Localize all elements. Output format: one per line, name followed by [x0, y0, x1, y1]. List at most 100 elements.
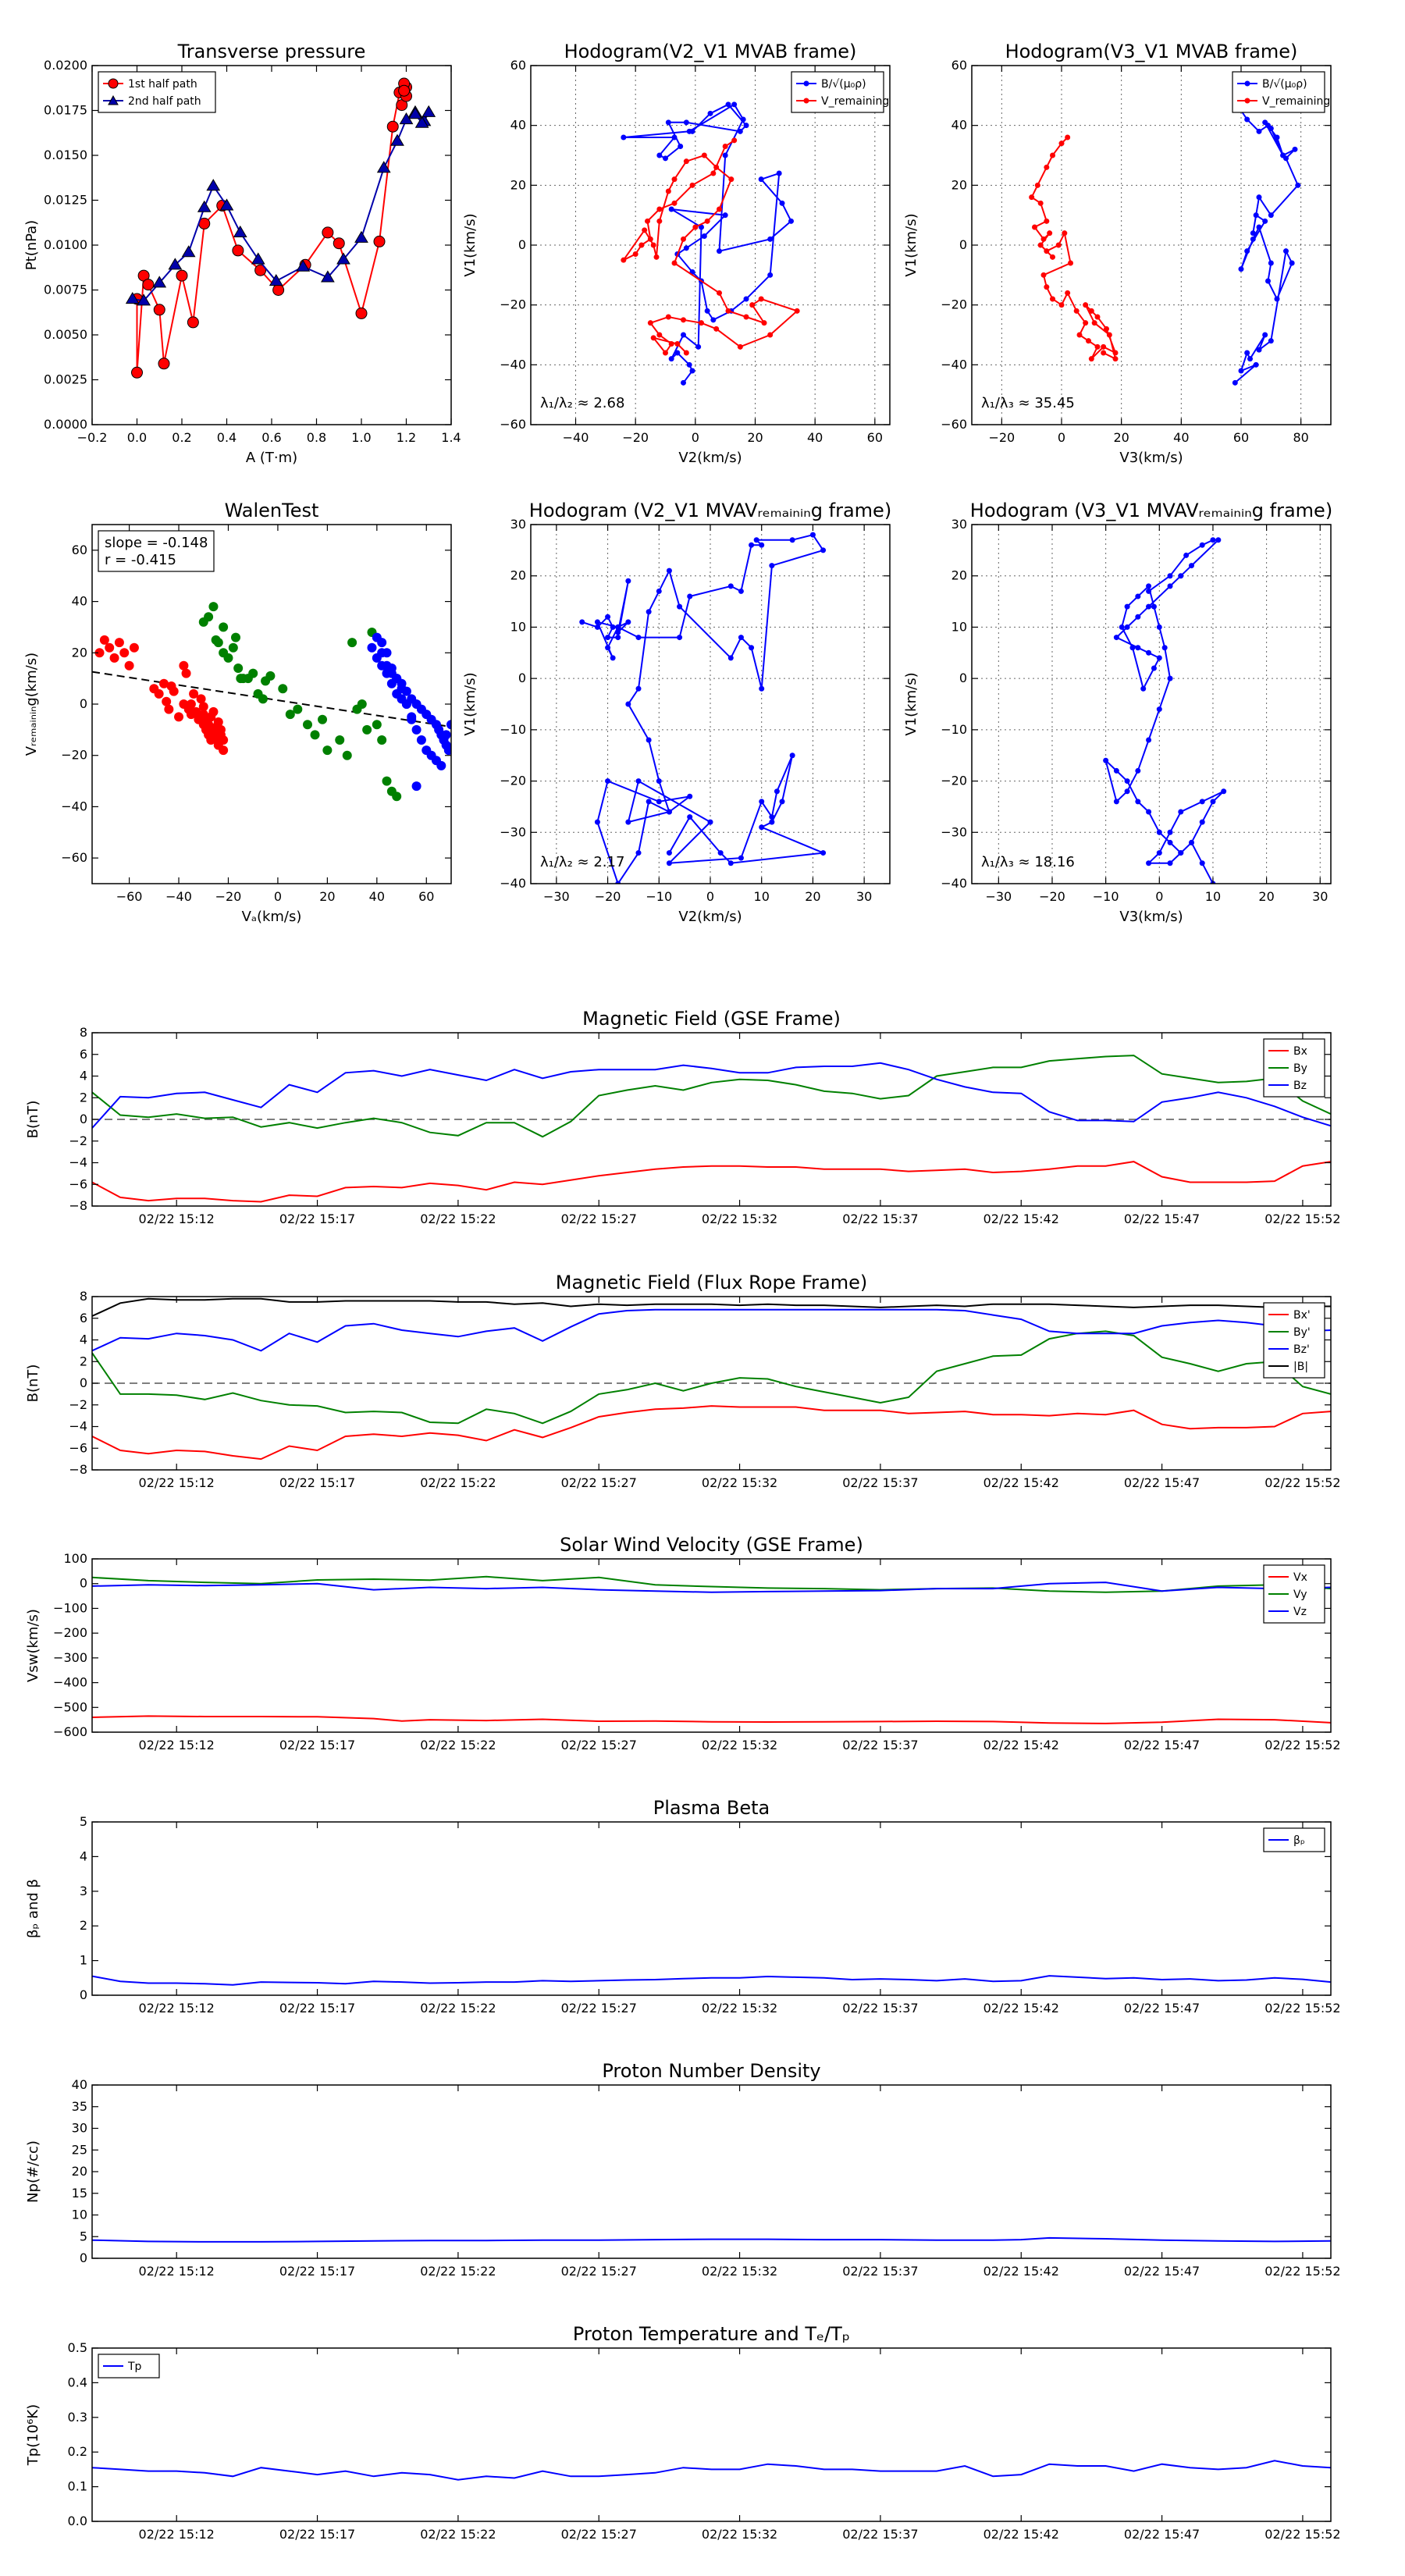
data-point: [336, 252, 350, 265]
data-point: [1274, 296, 1280, 302]
scatter-point: [159, 678, 169, 688]
y-tick-label: −6: [69, 1440, 87, 1455]
scatter-point: [407, 714, 417, 724]
data-point: [668, 206, 674, 212]
y-tick-label: 0.4: [68, 2375, 87, 2389]
y-tick-label: 35: [72, 2099, 87, 2114]
data-point: [704, 218, 710, 224]
scatter-point: [303, 720, 312, 730]
x-tick-label: 02/22 15:12: [139, 2264, 215, 2279]
data-point: [1129, 645, 1136, 651]
series-line-bz: [92, 1062, 1331, 1129]
data-point: [642, 227, 648, 233]
y-axis-label: V1(km/s): [462, 213, 478, 276]
data-point: [610, 655, 616, 661]
x-tick-label: 0: [706, 889, 714, 904]
y-tick-label: 3: [80, 1884, 87, 1898]
series-line-vremaining: [1030, 137, 1117, 361]
data-point: [1146, 809, 1152, 815]
y-tick-label: −6: [69, 1176, 87, 1191]
x-tick-label: 20: [747, 430, 763, 445]
data-point: [1146, 583, 1152, 589]
data-point: [1244, 248, 1250, 254]
y-tick-label: 15: [72, 2186, 87, 2201]
plot-data: [92, 1055, 1331, 1203]
data-point: [1103, 757, 1109, 763]
series-line-bz: [92, 1308, 1331, 1352]
data-point: [1124, 603, 1130, 610]
chart-ts_beta: 02/22 15:12 02/22 15:17 02/22 15:22 02/22 1…: [25, 1797, 1341, 2016]
data-point: [251, 252, 265, 265]
plot-frame: [91, 65, 452, 425]
data-point: [1050, 152, 1055, 158]
x-tick-label: 20: [805, 889, 820, 904]
plot-data: [92, 1975, 1331, 1986]
data-point: [1199, 860, 1205, 866]
y-tick-label: 8: [80, 1289, 87, 1304]
chart-ts_v: 02/22 15:12 02/22 15:17 02/22 15:22 02/22 1…: [25, 1534, 1341, 1752]
data-point: [656, 206, 663, 212]
y-tick-label: 20: [951, 177, 967, 192]
scatter-point: [154, 688, 164, 699]
data-point: [738, 855, 744, 861]
series-line-by: [92, 1330, 1331, 1425]
scatter-point: [416, 735, 426, 745]
data-point: [1238, 368, 1244, 374]
data-point: [594, 819, 600, 825]
y-tick-label: 0.0075: [44, 283, 87, 297]
scatter-point: [436, 760, 446, 770]
data-point: [414, 116, 429, 128]
data-point: [131, 366, 143, 379]
data-point: [1167, 860, 1173, 866]
data-point: [635, 778, 642, 785]
legend-label: 2nd half path: [128, 95, 201, 108]
legend-box: [1232, 71, 1325, 113]
data-point: [1088, 356, 1094, 362]
scatter-point: [285, 710, 295, 720]
x-axis-label: A (T·m): [246, 450, 297, 466]
y-tick-label: −100: [53, 1600, 87, 1615]
scatter-point: [129, 642, 139, 653]
x-tick-label: −20: [1039, 889, 1065, 904]
data-point: [789, 537, 795, 543]
data-point: [272, 284, 285, 296]
data-point: [665, 119, 671, 126]
y-tick-label: −200: [53, 1625, 87, 1640]
x-tick-label: 02/22 15:12: [139, 1475, 215, 1490]
y-tick-label: −2: [69, 1133, 87, 1148]
y-axis-label: B(nT): [25, 1364, 41, 1403]
y-tick-label: 4: [80, 1848, 87, 1863]
data-point: [728, 176, 735, 183]
scatter-point: [411, 781, 422, 792]
y-tick-label: −40: [500, 357, 526, 372]
scatter-point: [189, 688, 199, 699]
y-tick-label: −4: [69, 1419, 87, 1434]
data-point: [1034, 182, 1040, 188]
eigenvalue-ratio: λ₁/λ₂ ≈ 2.68: [540, 395, 624, 411]
data-point: [710, 317, 717, 323]
scatter-point: [219, 622, 229, 632]
data-point: [710, 170, 717, 176]
x-tick-label: −10: [1093, 889, 1119, 904]
data-point: [668, 341, 674, 347]
y-tick-label: −30: [500, 824, 526, 839]
x-tick-label: 02/22 15:17: [279, 1475, 355, 1490]
x-tick-label: 02/22 15:52: [1264, 2527, 1340, 2542]
legend-box: [98, 71, 216, 113]
data-point: [1091, 320, 1097, 326]
data-point: [668, 356, 674, 362]
data-point: [625, 619, 631, 625]
data-point: [579, 619, 585, 625]
data-point: [788, 218, 794, 224]
x-tick-label: 02/22 15:52: [1264, 1475, 1340, 1490]
data-point: [689, 182, 695, 188]
x-tick-label: 02/22 15:22: [420, 2527, 496, 2542]
data-point: [635, 635, 642, 641]
chart-title: Hodogram (V2_V1 MVAVᵣₑₘₐᵢₙᵢₙg frame): [529, 500, 891, 521]
data-point: [621, 257, 627, 263]
y-tick-label: 0.2: [68, 2444, 87, 2459]
legend-label: Vz: [1293, 1606, 1307, 1618]
data-point: [1146, 588, 1152, 594]
data-point: [233, 225, 247, 237]
